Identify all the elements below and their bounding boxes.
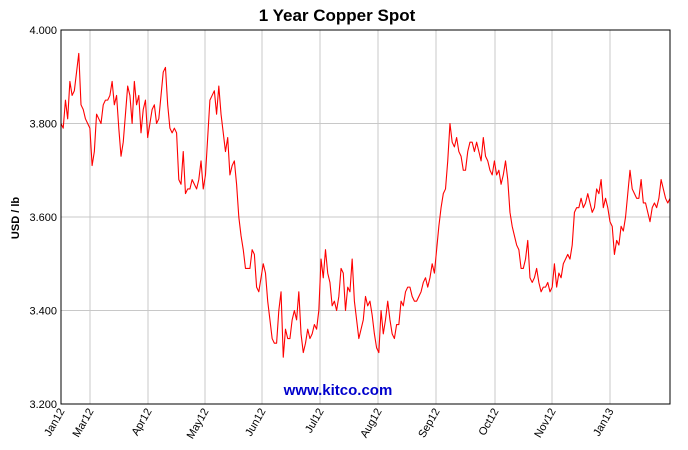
y-tick-label: 3.400 xyxy=(29,306,57,318)
chart-title: 1 Year Copper Spot xyxy=(259,6,416,25)
y-axis-label: USD / lb xyxy=(10,197,22,239)
series-line xyxy=(60,52,671,358)
y-tick-label: 3.200 xyxy=(29,399,57,411)
y-tick-label: 3.600 xyxy=(29,212,57,224)
y-tick-label: 3.800 xyxy=(29,119,57,131)
plot-border xyxy=(60,29,671,405)
y-axis-ticks: 3.200 3.400 3.600 3.800 4.000 xyxy=(29,25,57,411)
watermark-text: www.kitco.com xyxy=(283,382,393,399)
grid-lines xyxy=(61,29,670,405)
y-tick-label: 4.000 xyxy=(29,25,57,37)
